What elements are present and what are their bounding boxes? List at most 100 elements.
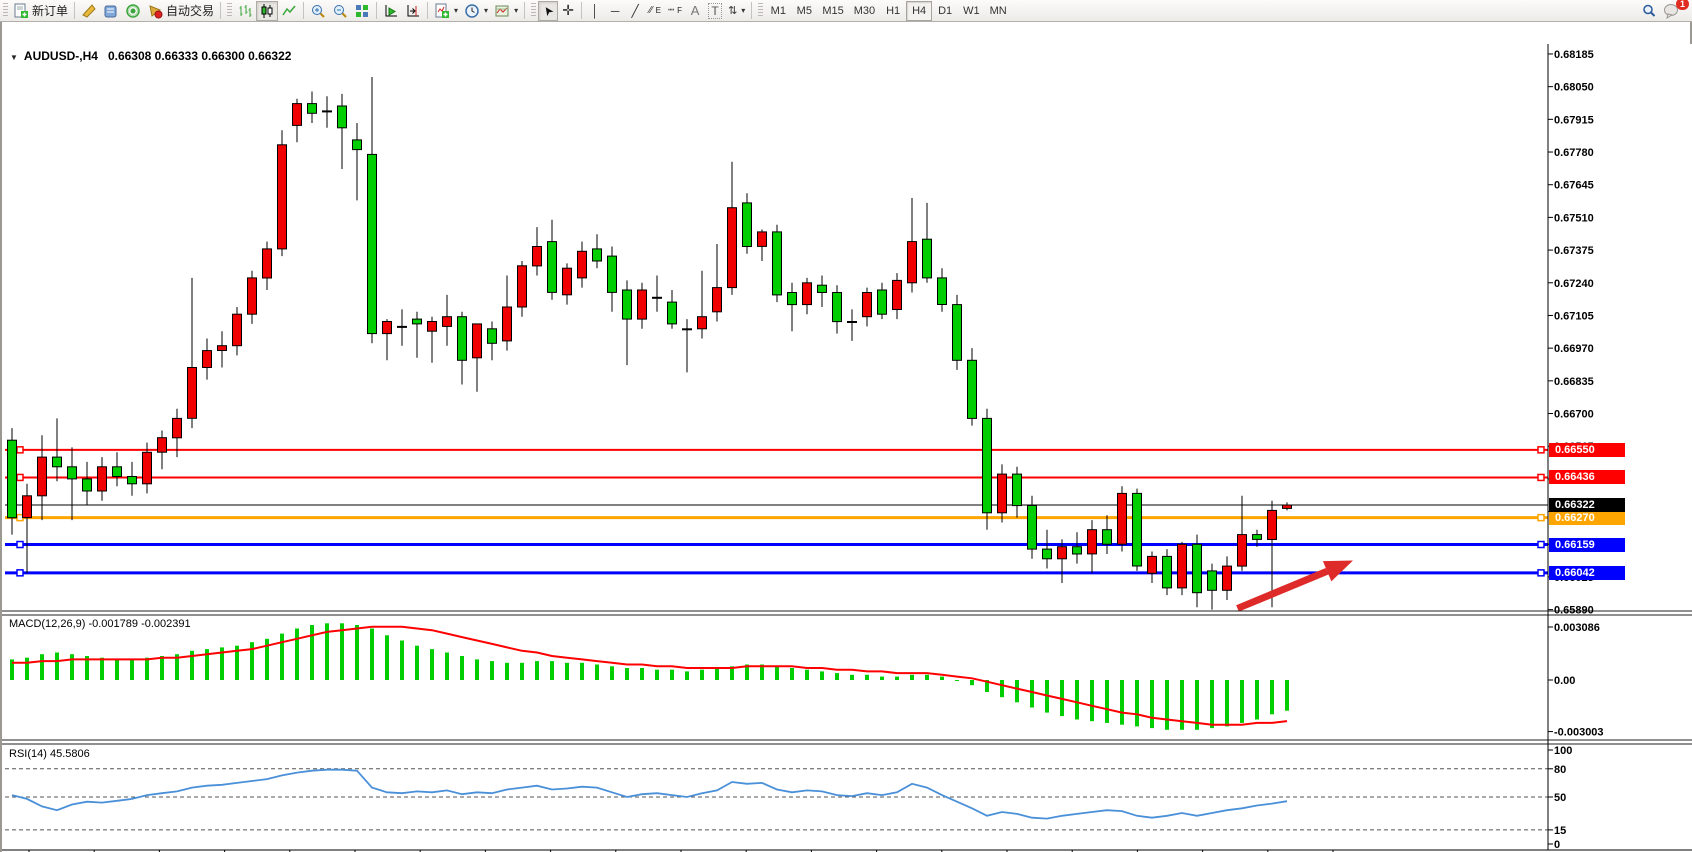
navigator-icon xyxy=(103,3,119,19)
price-line-label[interactable]: 0.66042 xyxy=(1549,565,1625,580)
timeframe-button-d1[interactable]: D1 xyxy=(932,1,958,21)
bid-price-label: 0.66322 xyxy=(1549,498,1625,513)
toolbar-drag-handle[interactable] xyxy=(531,3,537,18)
timeframe-button-h4[interactable]: H4 xyxy=(906,0,933,21)
macd-pane xyxy=(10,623,1289,730)
candlestick-chart-icon xyxy=(259,3,275,19)
periods-clock-icon xyxy=(464,3,480,19)
svg-text:50: 50 xyxy=(1554,792,1566,804)
toolbar-drag-handle[interactable] xyxy=(227,3,233,18)
arrows-tool-icon: ⇅ xyxy=(728,5,738,17)
chart-shift-button[interactable] xyxy=(402,1,424,21)
svg-text:0.66835: 0.66835 xyxy=(1554,376,1594,388)
candles-layer xyxy=(7,77,1292,610)
toolbar: 新订单 自动交易 xyxy=(0,0,1692,22)
toolbar-separator xyxy=(303,2,305,19)
new-order-button[interactable]: 新订单 xyxy=(10,1,71,21)
timeframe-button-m5[interactable]: M5 xyxy=(791,1,817,21)
notification-badge: 1 xyxy=(1675,0,1689,10)
line-chart-button[interactable] xyxy=(278,1,300,21)
chart-canvas: 0.68185 0.68050 0.67915 0.67780 0.67645 0.675… xyxy=(2,44,1692,852)
equidistant-channel-sub: E xyxy=(655,6,661,15)
crosshair-button[interactable]: ✛ xyxy=(558,1,578,21)
price-line-label[interactable]: 0.66550 xyxy=(1549,442,1625,457)
line-chart-icon xyxy=(281,3,297,19)
timeframe-button-m1[interactable]: M1 xyxy=(765,1,791,21)
equidistant-channel-tool-button[interactable]: ∕∕ E xyxy=(645,1,665,21)
timeframe-button-m15[interactable]: M15 xyxy=(817,1,848,21)
text-label-tool-button[interactable]: T xyxy=(705,1,725,21)
timeframe-button-h1[interactable]: H1 xyxy=(880,1,906,21)
svg-text:0.67915: 0.67915 xyxy=(1554,114,1594,126)
chat-bubble-icon xyxy=(1663,3,1681,19)
cursor-button[interactable]: ➤ xyxy=(538,0,559,21)
candlestick-chart-button[interactable] xyxy=(256,0,279,21)
pane-separators[interactable] xyxy=(2,610,1692,745)
arrow-annotation[interactable] xyxy=(1236,560,1354,612)
svg-text:0.68050: 0.68050 xyxy=(1554,82,1594,94)
templates-button[interactable]: ▾ xyxy=(491,1,521,21)
fibonacci-tool-button[interactable]: ┉ F xyxy=(665,1,685,21)
vertical-line-tool-button[interactable]: │ xyxy=(585,1,605,21)
zoom-out-icon xyxy=(332,3,348,19)
arrows-tool-button[interactable]: ⇅ ▾ xyxy=(725,1,748,21)
svg-text:-0.003003: -0.003003 xyxy=(1554,727,1604,739)
svg-text:0.66970: 0.66970 xyxy=(1554,343,1594,355)
svg-text:0.67510: 0.67510 xyxy=(1554,212,1594,224)
zoom-in-button[interactable] xyxy=(307,1,329,21)
new-order-label: 新订单 xyxy=(32,4,69,18)
market-watch-icon xyxy=(81,3,97,19)
autotrading-button[interactable]: 自动交易 xyxy=(144,1,217,21)
notifications-button[interactable]: 1 xyxy=(1660,0,1689,21)
tile-windows-icon xyxy=(354,3,370,19)
hlines-layer[interactable] xyxy=(5,446,1548,577)
bar-chart-icon xyxy=(237,3,253,19)
time-axis[interactable]: 10 Apr 202311 Apr 04:0011 Apr 20:0012 Ap… xyxy=(2,850,1364,852)
arrows-caret-icon: ▾ xyxy=(741,6,746,15)
timeframe-button-w1[interactable]: W1 xyxy=(958,1,985,21)
periods-button[interactable]: ▾ xyxy=(461,1,491,21)
auto-scroll-button[interactable] xyxy=(380,1,402,21)
templates-icon xyxy=(494,3,510,19)
price-line-label[interactable]: 0.66159 xyxy=(1549,537,1625,552)
search-icon xyxy=(1641,3,1657,19)
toolbar-separator xyxy=(524,2,526,19)
timeframe-button-m30[interactable]: M30 xyxy=(849,1,880,21)
indicators-caret-icon: ▾ xyxy=(454,6,459,15)
trendline-tool-button[interactable]: ╱ xyxy=(625,1,645,21)
rsi-pane xyxy=(5,768,1548,831)
text-tool-button[interactable]: A xyxy=(685,1,705,21)
chart-area[interactable]: 0.68185 0.68050 0.67915 0.67780 0.67645 0.675… xyxy=(0,22,1692,852)
price-line-label[interactable]: 0.66270 xyxy=(1549,510,1625,525)
timeframe-button-mn[interactable]: MN xyxy=(985,1,1012,21)
toolbar-drag-handle[interactable] xyxy=(3,3,8,18)
toolbar-separator xyxy=(427,2,429,19)
svg-text:0.00: 0.00 xyxy=(1554,675,1575,687)
macd-indicator-label: MACD(12,26,9) -0.001789 -0.002391 xyxy=(9,618,191,630)
signals-icon xyxy=(125,3,141,19)
fibonacci-sub: F xyxy=(677,6,683,15)
market-watch-button[interactable] xyxy=(78,1,100,21)
zoom-in-icon xyxy=(310,3,326,19)
tile-windows-button[interactable] xyxy=(351,1,373,21)
horizontal-line-tool-button[interactable]: ─ xyxy=(605,1,625,21)
chart-title: ▼ AUDUSD-,H4 0.66308 0.66333 0.66300 0.663… xyxy=(10,49,291,63)
svg-text:0.67780: 0.67780 xyxy=(1554,147,1594,159)
text-tool-icon: A xyxy=(690,3,700,18)
svg-text:0: 0 xyxy=(1554,839,1560,851)
cursor-icon: ➤ xyxy=(539,2,557,19)
toolbar-separator xyxy=(220,2,222,19)
price-line-label[interactable]: 0.66436 xyxy=(1549,470,1625,485)
signals-button[interactable] xyxy=(122,1,144,21)
indicators-button[interactable]: ▾ xyxy=(431,1,461,21)
bar-chart-button[interactable] xyxy=(234,1,256,21)
toolbar-drag-handle[interactable] xyxy=(758,3,764,18)
navigator-button[interactable] xyxy=(100,1,122,21)
timeframe-group: M1 M5 M15 M30 H1 H4 D1 W1 MN xyxy=(765,0,1012,21)
zoom-out-button[interactable] xyxy=(329,1,351,21)
chart-collapse-icon[interactable]: ▼ xyxy=(10,53,18,62)
search-button[interactable] xyxy=(1638,1,1660,21)
svg-text:0.67240: 0.67240 xyxy=(1554,278,1594,290)
toolbar-separator xyxy=(581,2,583,19)
